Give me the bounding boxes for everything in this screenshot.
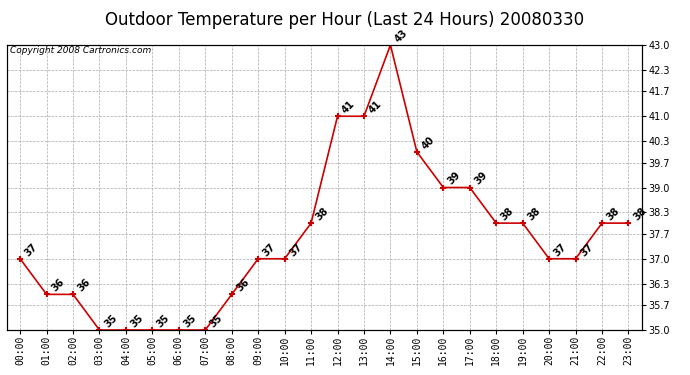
Text: 38: 38 bbox=[631, 206, 648, 222]
Text: 37: 37 bbox=[552, 242, 569, 258]
Text: 38: 38 bbox=[314, 206, 331, 222]
Text: 38: 38 bbox=[526, 206, 542, 222]
Text: 37: 37 bbox=[261, 242, 277, 258]
Text: 35: 35 bbox=[102, 313, 119, 329]
Text: 35: 35 bbox=[155, 313, 172, 329]
Text: 40: 40 bbox=[420, 135, 436, 151]
Text: 38: 38 bbox=[605, 206, 622, 222]
Text: 39: 39 bbox=[473, 170, 489, 187]
Text: 38: 38 bbox=[499, 206, 515, 222]
Text: 41: 41 bbox=[340, 99, 357, 116]
Text: 37: 37 bbox=[23, 242, 39, 258]
Text: 37: 37 bbox=[578, 242, 595, 258]
Text: 36: 36 bbox=[50, 277, 66, 294]
Text: Outdoor Temperature per Hour (Last 24 Hours) 20080330: Outdoor Temperature per Hour (Last 24 Ho… bbox=[106, 11, 584, 29]
Text: 43: 43 bbox=[393, 28, 410, 44]
Text: 35: 35 bbox=[181, 313, 198, 329]
Text: 39: 39 bbox=[446, 170, 463, 187]
Text: 41: 41 bbox=[367, 99, 384, 116]
Text: 35: 35 bbox=[208, 313, 225, 329]
Text: 36: 36 bbox=[235, 277, 251, 294]
Text: Copyright 2008 Cartronics.com: Copyright 2008 Cartronics.com bbox=[10, 46, 151, 56]
Text: 37: 37 bbox=[288, 242, 304, 258]
Text: 36: 36 bbox=[76, 277, 92, 294]
Text: 35: 35 bbox=[129, 313, 146, 329]
